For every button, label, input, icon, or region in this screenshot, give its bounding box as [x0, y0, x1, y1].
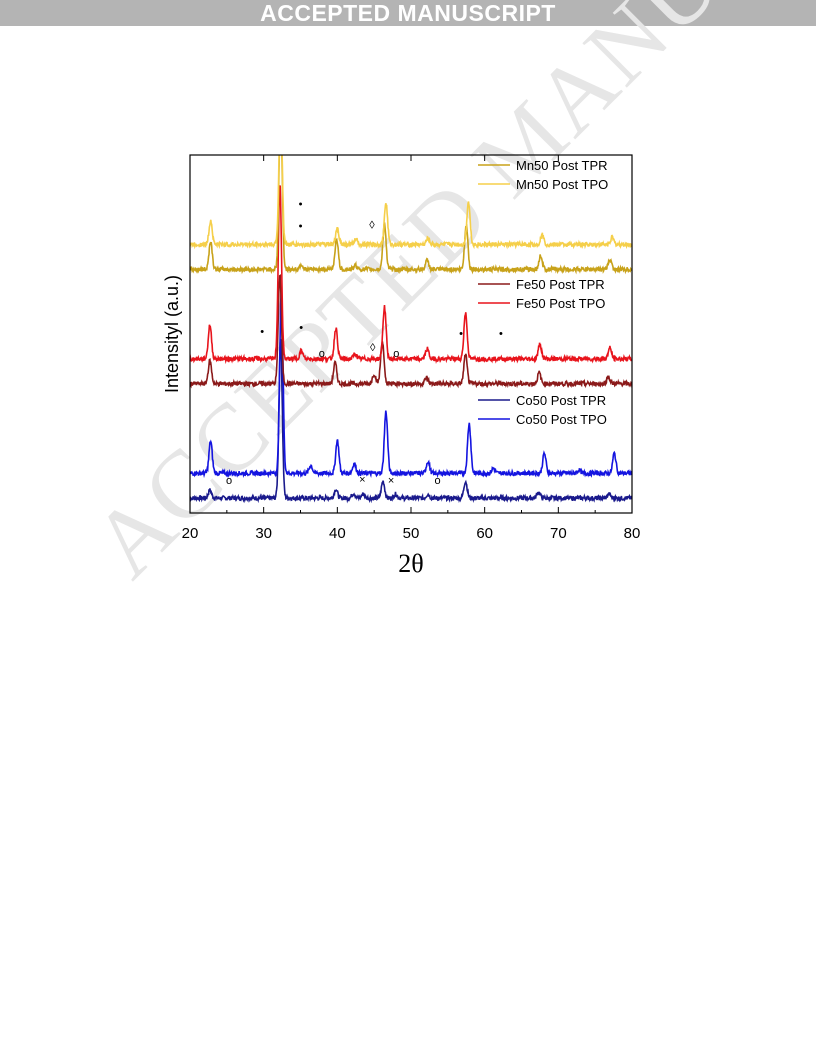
legend-label: Mn50 Post TPR — [516, 158, 608, 173]
legend-label: Fe50 Post TPR — [516, 277, 605, 292]
peak-marker: • — [459, 328, 463, 340]
series-line-co50-post-tpr — [190, 338, 632, 504]
peak-marker: • — [260, 326, 264, 338]
accepted-manuscript-banner: ACCEPTED MANUSCRIPT — [0, 0, 816, 26]
series-line-mn50-post-tpo — [190, 155, 632, 250]
series-line-co50-post-tpo — [190, 288, 632, 479]
x-tick-label: 60 — [476, 525, 493, 542]
legend-label: Mn50 Post TPO — [516, 177, 608, 192]
peak-marker: o — [226, 475, 232, 487]
legend-label: Fe50 Post TPO — [516, 296, 605, 311]
x-tick-label: 30 — [255, 525, 272, 542]
peak-marker: • — [299, 199, 303, 211]
peak-marker: ◊ — [369, 220, 375, 232]
peak-marker: ◊ — [370, 342, 376, 354]
x-tick-label: 20 — [182, 525, 199, 542]
y-axis-label: Intensityl (a.u.) — [162, 275, 182, 393]
peak-marker: × — [388, 475, 394, 487]
series-line-fe50-post-tpo — [190, 185, 632, 365]
peak-marker: o — [434, 475, 440, 487]
legend-label: Co50 Post TPR — [516, 393, 606, 408]
x-tick-label: 80 — [624, 525, 641, 542]
x-tick-label: 70 — [550, 525, 567, 542]
peak-marker: • — [299, 221, 303, 233]
peak-marker: • — [299, 322, 303, 334]
series-line-fe50-post-tpr — [190, 274, 632, 389]
x-axis-label: 2θ — [398, 549, 423, 578]
peak-marker: o — [393, 348, 399, 360]
series-line-mn50-post-tpr — [190, 155, 632, 275]
peak-marker: • — [499, 328, 503, 340]
plot-frame — [189, 154, 633, 514]
legend-label: Co50 Post TPO — [516, 412, 607, 427]
peak-marker: o — [319, 348, 325, 360]
x-tick-label: 40 — [329, 525, 346, 542]
peak-marker: × — [359, 474, 365, 486]
x-tick-label: 50 — [403, 525, 420, 542]
